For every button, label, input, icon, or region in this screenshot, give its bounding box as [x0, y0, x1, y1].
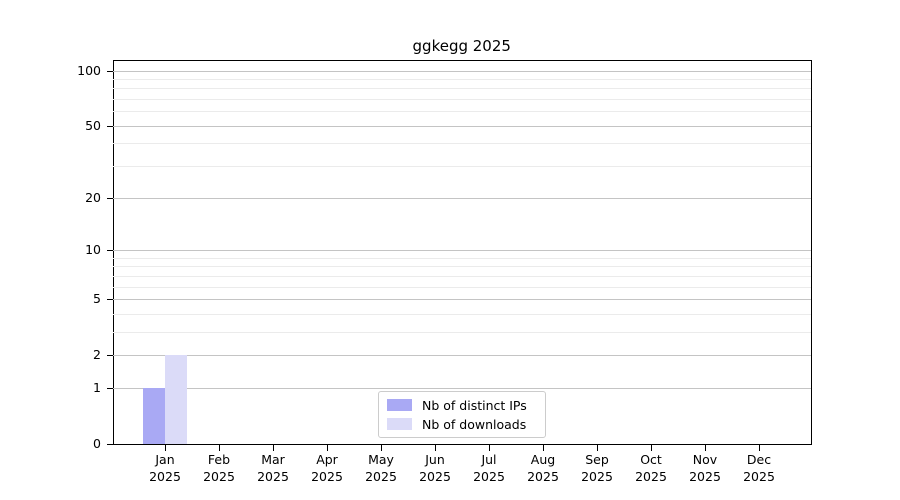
x-tick-mark-mar	[273, 445, 274, 451]
x-tick-label-feb: Feb 2025	[203, 452, 235, 484]
gridline-minor-30	[113, 166, 811, 168]
x-tick-label-aug: Aug 2025	[527, 452, 559, 484]
gridline-10	[113, 249, 811, 251]
gridline-minor-60	[113, 111, 811, 113]
x-tick-mark-feb	[219, 445, 220, 451]
x-tick-mark-nov	[705, 445, 706, 451]
gridline-2	[113, 355, 811, 357]
gridline-1	[113, 387, 811, 389]
legend-label-distinct-ips: Nb of distinct IPs	[422, 397, 527, 413]
y-tick-label-2: 2	[93, 347, 101, 363]
x-tick-mark-apr	[327, 445, 328, 451]
x-tick-label-jan: Jan 2025	[149, 452, 181, 484]
x-tick-mark-oct	[651, 445, 652, 451]
x-tick-label-may: May 2025	[365, 452, 397, 484]
x-tick-label-jun: Jun 2025	[419, 452, 451, 484]
gridline-20	[113, 197, 811, 199]
legend-label-downloads: Nb of downloads	[422, 416, 527, 432]
gridline-minor-40	[113, 143, 811, 145]
bar-nb-of-distinct-ips-jan	[143, 387, 165, 444]
x-tick-label-oct: Oct 2025	[635, 452, 667, 484]
x-tick-label-sep: Sep 2025	[581, 452, 613, 484]
legend-swatch-downloads	[387, 418, 412, 430]
x-tick-mark-aug	[543, 445, 544, 451]
y-tick-mark-5	[107, 298, 113, 300]
gridline-minor-80	[113, 88, 811, 90]
gridline-minor-4	[113, 313, 811, 315]
y-tick-label-100: 100	[77, 62, 101, 78]
x-tick-mark-sep	[597, 445, 598, 451]
x-tick-label-jul: Jul 2025	[473, 452, 505, 484]
x-tick-mark-jun	[435, 445, 436, 451]
gridline-100	[113, 70, 811, 72]
y-tick-mark-2	[107, 355, 113, 357]
gridline-minor-6	[113, 286, 811, 288]
gridline-50	[113, 125, 811, 127]
y-tick-mark-0	[107, 444, 113, 445]
y-tick-label-20: 20	[85, 189, 101, 205]
x-tick-label-mar: Mar 2025	[257, 452, 289, 484]
gridline-5	[113, 298, 811, 300]
y-tick-mark-1	[107, 387, 113, 389]
gridline-minor-70	[113, 99, 811, 101]
x-tick-label-apr: Apr 2025	[311, 452, 343, 484]
y-tick-mark-100	[107, 70, 113, 72]
gridline-minor-7	[113, 275, 811, 277]
gridline-minor-9	[113, 257, 811, 259]
y-tick-mark-50	[107, 125, 113, 127]
x-tick-label-nov: Nov 2025	[689, 452, 721, 484]
x-tick-mark-jan	[165, 445, 166, 451]
y-tick-label-5: 5	[93, 290, 101, 306]
gridline-minor-3	[113, 331, 811, 333]
gridline-minor-90	[113, 78, 811, 80]
legend-item-distinct-ips: Nb of distinct IPs	[387, 398, 537, 413]
y-tick-mark-20	[107, 197, 113, 199]
y-tick-label-1: 1	[93, 379, 101, 395]
chart-title: ggkegg 2025	[412, 37, 511, 55]
bar-nb-of-downloads-jan	[165, 355, 187, 444]
plot-area	[113, 60, 812, 445]
x-tick-mark-dec	[759, 445, 760, 451]
y-tick-label-50: 50	[85, 117, 101, 133]
x-tick-label-dec: Dec 2025	[743, 452, 775, 484]
x-tick-mark-jul	[489, 445, 490, 451]
legend: Nb of distinct IPs Nb of downloads	[378, 391, 546, 438]
y-tick-label-10: 10	[85, 241, 101, 257]
y-tick-label-0: 0	[93, 436, 101, 451]
x-tick-mark-may	[381, 445, 382, 451]
y-tick-mark-10	[107, 249, 113, 251]
legend-item-downloads: Nb of downloads	[387, 417, 537, 432]
legend-swatch-distinct-ips	[387, 399, 412, 411]
gridline-minor-8	[113, 266, 811, 268]
